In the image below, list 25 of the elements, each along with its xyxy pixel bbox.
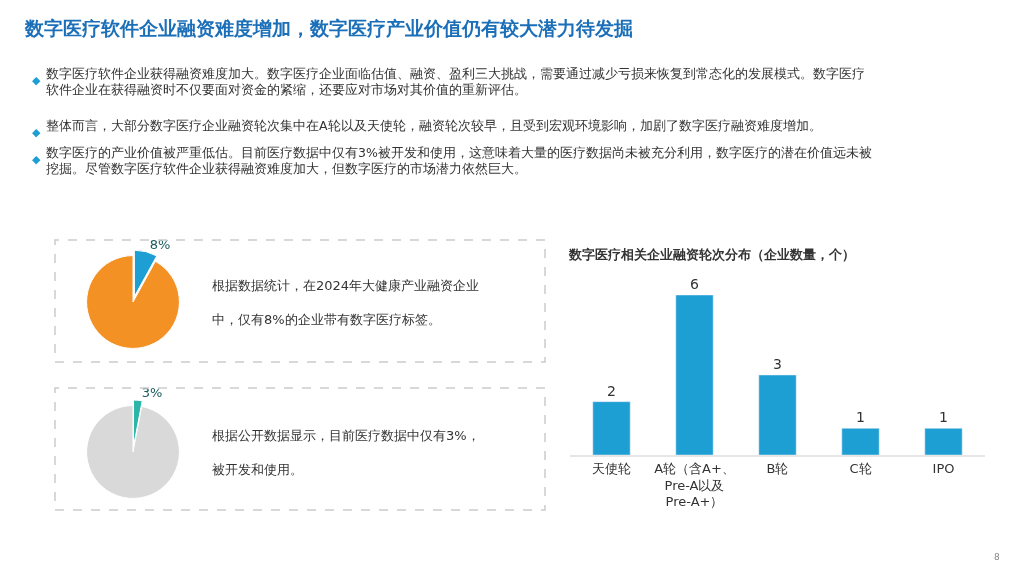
data-label: 1 — [939, 409, 948, 426]
bar — [841, 428, 880, 455]
text: ◆数字医疗的产业价值被严重低估。目前医疗数据中仅有3%被开发和使用，这意味着大量的医疗数据尚未被充分利用，数字医疗的潜在价值远未被挖掘。尽管数字医疗软件企业获得融资难度加大，但数字医疗的市场潜力依然巨大。 — [32, 145, 872, 177]
text: 数字医疗软件企业融资难度增加，数字医疗产业价值仍有较大潜力待发掘 — [24, 17, 633, 39]
text: ◆数字医疗软件企业获得融资难度加大。数字医疗企业面临估值、融资、盈利三大挑战，需要通过减少亏损来恢复到常态化的发展模式。数字医疗软件企业在获得融资时不仅要面对资金的紧缩，还要应对市场对其价值的重新评估。 — [32, 66, 865, 98]
x-tick-label: C轮 — [849, 460, 872, 476]
text: 根据数据统计，在2024年大健康产业融资企业中，仅有8%的企业带有数字医疗标签。 — [212, 278, 480, 327]
data-label: 3 — [773, 356, 782, 372]
data-label: 8% — [149, 237, 171, 253]
text: 8 — [994, 552, 1000, 562]
x-tick-label: B轮 — [766, 460, 789, 476]
x-tick-label: 天使轮 — [592, 460, 631, 476]
x-tick-label: IPO — [932, 460, 955, 476]
data-label: 2 — [607, 382, 616, 399]
data-label: 6 — [690, 276, 700, 292]
bar — [592, 401, 631, 455]
x-tick-label: A轮（含A+、Pre-A以及Pre-A+） — [654, 460, 735, 510]
data-label: 3% — [141, 385, 163, 401]
bar — [758, 374, 797, 455]
bar — [675, 295, 714, 455]
chart-title: 数字医疗相关企业融资轮次分布（企业数量，个） — [568, 247, 855, 262]
text: 根据公开数据显示，目前医疗数据中仅有3%，被开发和使用。 — [212, 428, 480, 477]
data-label: 1 — [856, 409, 865, 426]
bar — [924, 428, 963, 455]
text: ◆整体而言，大部分数字医疗企业融资轮次集中在A轮以及天使轮，融资轮次较早，且受到宏观环境影响，加剧了数字医疗融资难度增加。 — [32, 118, 822, 139]
